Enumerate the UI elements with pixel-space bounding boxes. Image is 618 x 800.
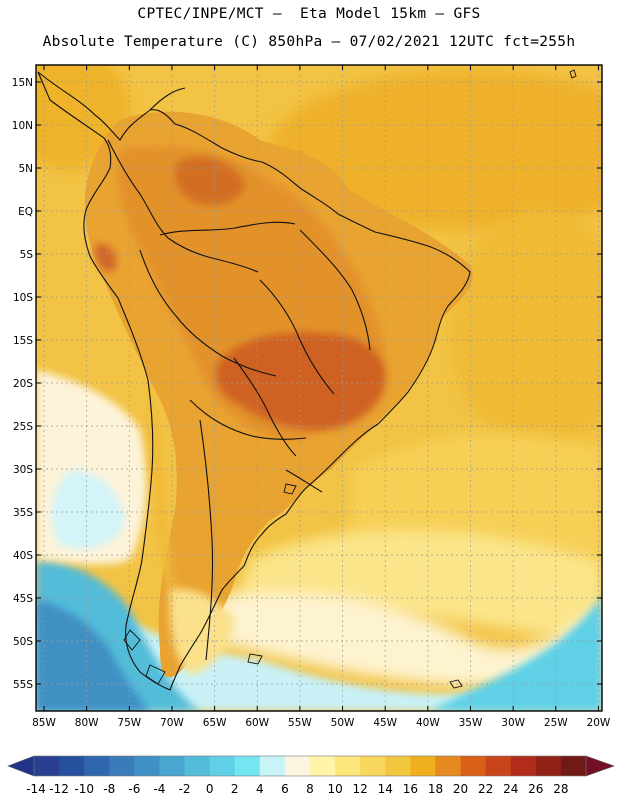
lon-label: 80W: [75, 717, 99, 729]
colorbar-swatch: [410, 756, 436, 776]
colorbar-swatch: [134, 756, 160, 776]
colorbar-label: 2: [231, 782, 239, 796]
hot-core-amazon: [174, 156, 245, 205]
warm-ocean-band-north: [270, 70, 602, 230]
lat-label: 55S: [13, 679, 33, 691]
colorbar-label: 24: [503, 782, 518, 796]
colorbar-label: -2: [179, 782, 191, 796]
colorbar-label: -8: [103, 782, 115, 796]
lon-label: 40W: [416, 717, 440, 729]
lat-label: 15N: [12, 77, 33, 89]
map-grid: [36, 65, 602, 711]
colorbar: -14 -12 -10 -8 -6 -4 -2 0 2 4 6 8 10 12 14 16 18 20 22 24 26…: [7, 755, 615, 796]
colorbar-label: 10: [327, 782, 342, 796]
colorbar-label: 14: [378, 782, 393, 796]
colorbar-swatch: [335, 756, 361, 776]
colorbar-swatch: [435, 756, 461, 776]
lat-label: 10S: [13, 292, 33, 304]
lon-label: 50W: [331, 717, 355, 729]
colorbar-swatch: [360, 756, 386, 776]
lon-label: 75W: [117, 717, 141, 729]
warm-ocean-band-east: [450, 210, 602, 450]
hot-core-central-brazil: [216, 332, 386, 430]
lat-label: 5N: [18, 163, 33, 175]
patagonia-pale: [169, 589, 235, 675]
cream-ocean-south: [200, 592, 602, 686]
colorbar-low-arrow: [7, 755, 35, 777]
colorbar-swatch: [259, 756, 286, 776]
cold-ocean-light: [36, 600, 602, 711]
colorbar-swatch: [485, 756, 512, 776]
colorbar-swatch: [234, 756, 261, 776]
lon-label: 45W: [373, 717, 397, 729]
lat-label: 40S: [13, 550, 33, 562]
colorbar-swatch: [159, 756, 185, 776]
lon-label: 65W: [203, 717, 227, 729]
colorbar-swatch: [535, 756, 562, 776]
lat-label: 5S: [20, 249, 34, 261]
colorbar-high-arrow: [585, 755, 615, 777]
chart-title-line2: Absolute Temperature (C) 850hPa – 07/02/…: [42, 34, 576, 50]
lat-label: 15S: [13, 335, 33, 347]
colorbar-label: 0: [206, 782, 214, 796]
colorbar-swatch: [460, 756, 487, 776]
colorbar-label: -6: [128, 782, 140, 796]
cold-ocean-deep-southwest: [36, 600, 150, 711]
colorbar-label: -12: [49, 782, 69, 796]
colorbar-label: 22: [478, 782, 493, 796]
lat-label: 20S: [13, 378, 33, 390]
colorbar-label: 26: [528, 782, 543, 796]
lat-label: 35S: [13, 507, 33, 519]
lon-label: 85W: [32, 717, 56, 729]
colorbar-label: 4: [256, 782, 264, 796]
colorbar-label: 16: [403, 782, 418, 796]
lon-label: 20W: [587, 717, 611, 729]
lon-label: 60W: [245, 717, 269, 729]
lon-label: 30W: [501, 717, 525, 729]
longitude-axis: 85W 80W 75W 70W 65W 60W 55W 50W 45W 40W 35W 30W 25W 2…: [32, 65, 611, 729]
lon-label: 70W: [160, 717, 184, 729]
map-frame: [35, 64, 603, 712]
colorbar-label: -10: [74, 782, 94, 796]
lat-label: 45S: [13, 593, 33, 605]
cooler-andes-streak: [147, 380, 180, 620]
lon-label: 55W: [288, 717, 312, 729]
colorbar-swatch: [184, 756, 211, 776]
colorbar-label: 8: [306, 782, 314, 796]
colorbar-outline: [33, 755, 587, 777]
colorbar-label: 12: [353, 782, 368, 796]
lat-label: 50S: [13, 636, 33, 648]
lat-label: 25S: [13, 421, 33, 433]
colorbar-label: 20: [453, 782, 468, 796]
colorbar-label: 6: [281, 782, 289, 796]
colorbar-label: -14: [26, 782, 46, 796]
colorbar-swatch: [560, 756, 587, 776]
colorbar-swatch: [59, 756, 85, 776]
lat-label: 10N: [12, 120, 33, 132]
colorbar-swatch: [385, 756, 411, 776]
colorbar-label: -4: [153, 782, 165, 796]
hot-spot-colombia: [94, 244, 117, 272]
colorbar-swatch: [510, 756, 537, 776]
cool-ocean-subtropical: [350, 432, 602, 560]
lat-label: EQ: [18, 206, 33, 218]
lon-label: 25W: [544, 717, 568, 729]
lon-label: 35W: [459, 717, 483, 729]
light-cyan-pacific: [51, 470, 125, 549]
latitude-axis: 15N 10N 5N EQ 5S 10S 15S 20S 25S 30S 35S 40S 45S 50S 5…: [12, 77, 602, 691]
coastlines: [37, 71, 471, 691]
colorbar-swatch: [284, 756, 311, 776]
colorbar-swatch: [209, 756, 236, 776]
colorbar-swatch: [84, 756, 110, 776]
colorbar-label: 18: [428, 782, 443, 796]
lat-label: 30S: [13, 464, 33, 476]
cold-ocean-southeast: [430, 595, 602, 711]
colorbar-label: 28: [553, 782, 568, 796]
colorbar-swatch: [109, 756, 135, 776]
chart-title-line1: CPTEC/INPE/MCT – Eta Model 15km – GFS: [137, 6, 481, 22]
islands: [123, 69, 577, 689]
colorbar-swatch: [310, 756, 336, 776]
colorbar-swatch: [34, 756, 60, 776]
